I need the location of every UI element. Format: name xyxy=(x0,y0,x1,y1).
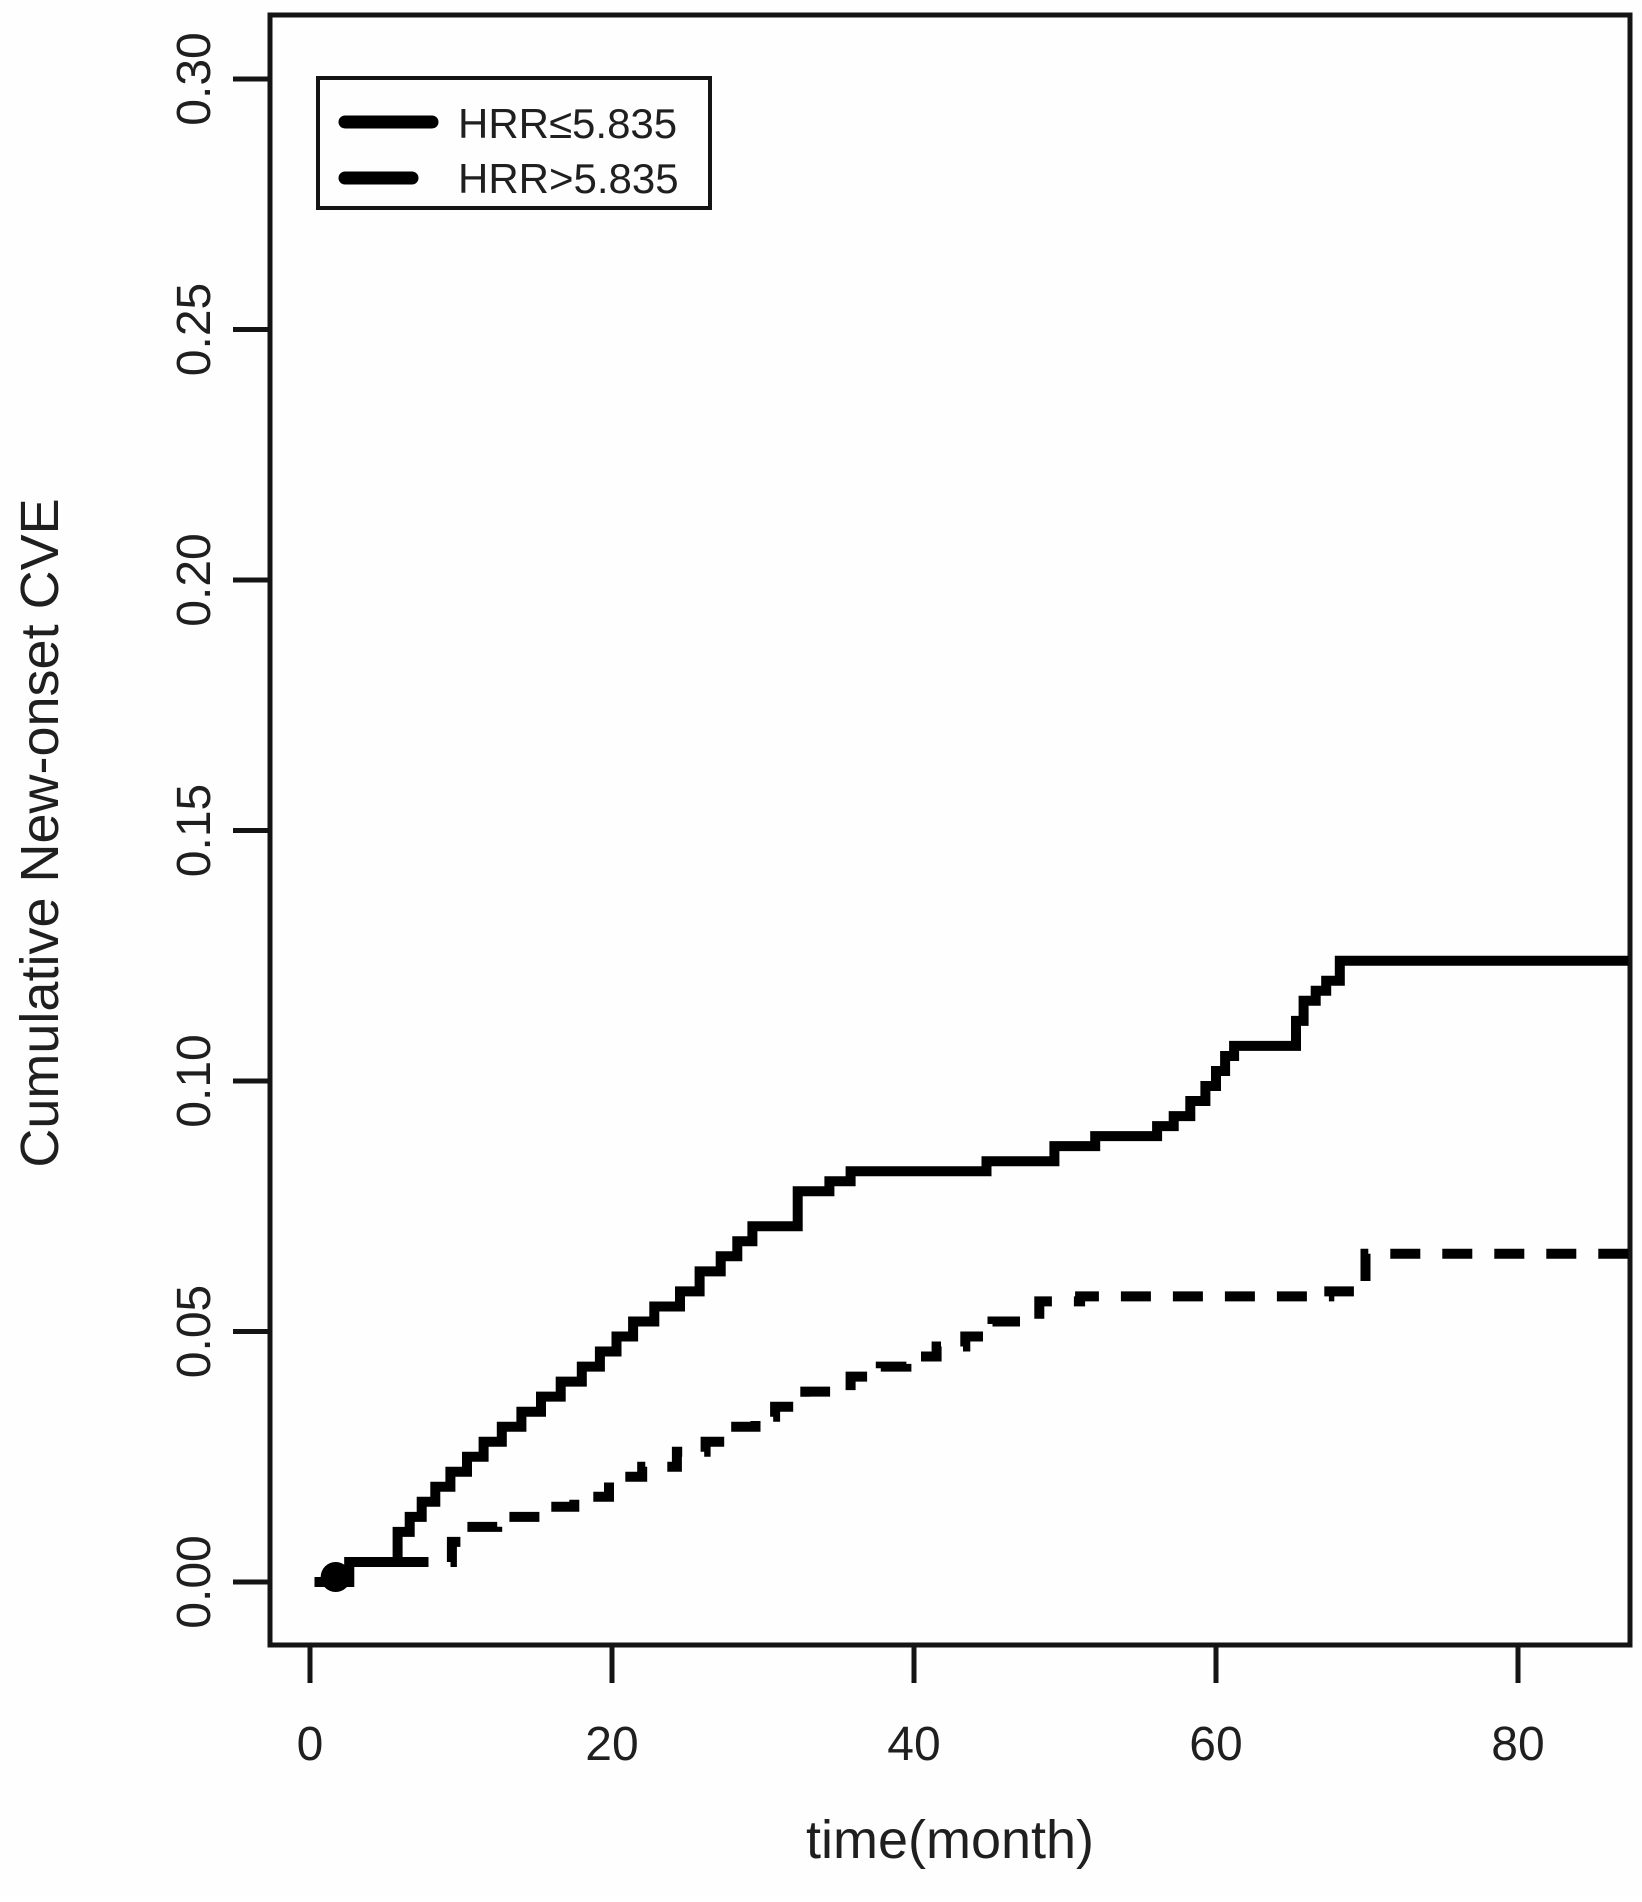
x-tick-label: 0 xyxy=(297,1718,324,1771)
x-tick-label: 40 xyxy=(887,1718,940,1771)
plot-frame xyxy=(267,12,1633,1648)
y-tick-label: 0.00 xyxy=(168,1535,221,1628)
y-tick-label: 0.05 xyxy=(168,1285,221,1378)
y-tick-label: 0.15 xyxy=(168,784,221,877)
curve-origin-dot xyxy=(320,1561,351,1592)
legend-label-dashed: HRR>5.835 xyxy=(458,155,679,202)
x-axis-ticks: 0 20 40 60 80 xyxy=(297,1645,1545,1771)
x-tick-label: 80 xyxy=(1491,1718,1544,1771)
x-tick-label: 60 xyxy=(1189,1718,1242,1771)
y-axis-ticks: 0.00 0.05 0.10 0.15 0.20 0.25 0.30 xyxy=(168,32,270,1629)
y-tick-label: 0.25 xyxy=(168,283,221,376)
legend-box: HRR≤5.835 HRR>5.835 xyxy=(316,76,712,210)
y-tick-label: 0.20 xyxy=(168,533,221,626)
legend-frame xyxy=(316,76,712,210)
legend-label-solid: HRR≤5.835 xyxy=(458,100,677,147)
y-tick-label: 0.10 xyxy=(168,1034,221,1127)
x-tick-label: 20 xyxy=(585,1718,638,1771)
solid-curve-hrr-le xyxy=(314,955,1629,1587)
y-axis-title: Cumulative New-onset CVE xyxy=(10,498,70,1167)
survival-curves xyxy=(314,955,1629,1592)
x-axis-title: time(month) xyxy=(806,1810,1094,1870)
y-tick-label: 0.30 xyxy=(168,32,221,125)
dashed-curve-hrr-gt xyxy=(314,1248,1629,1587)
